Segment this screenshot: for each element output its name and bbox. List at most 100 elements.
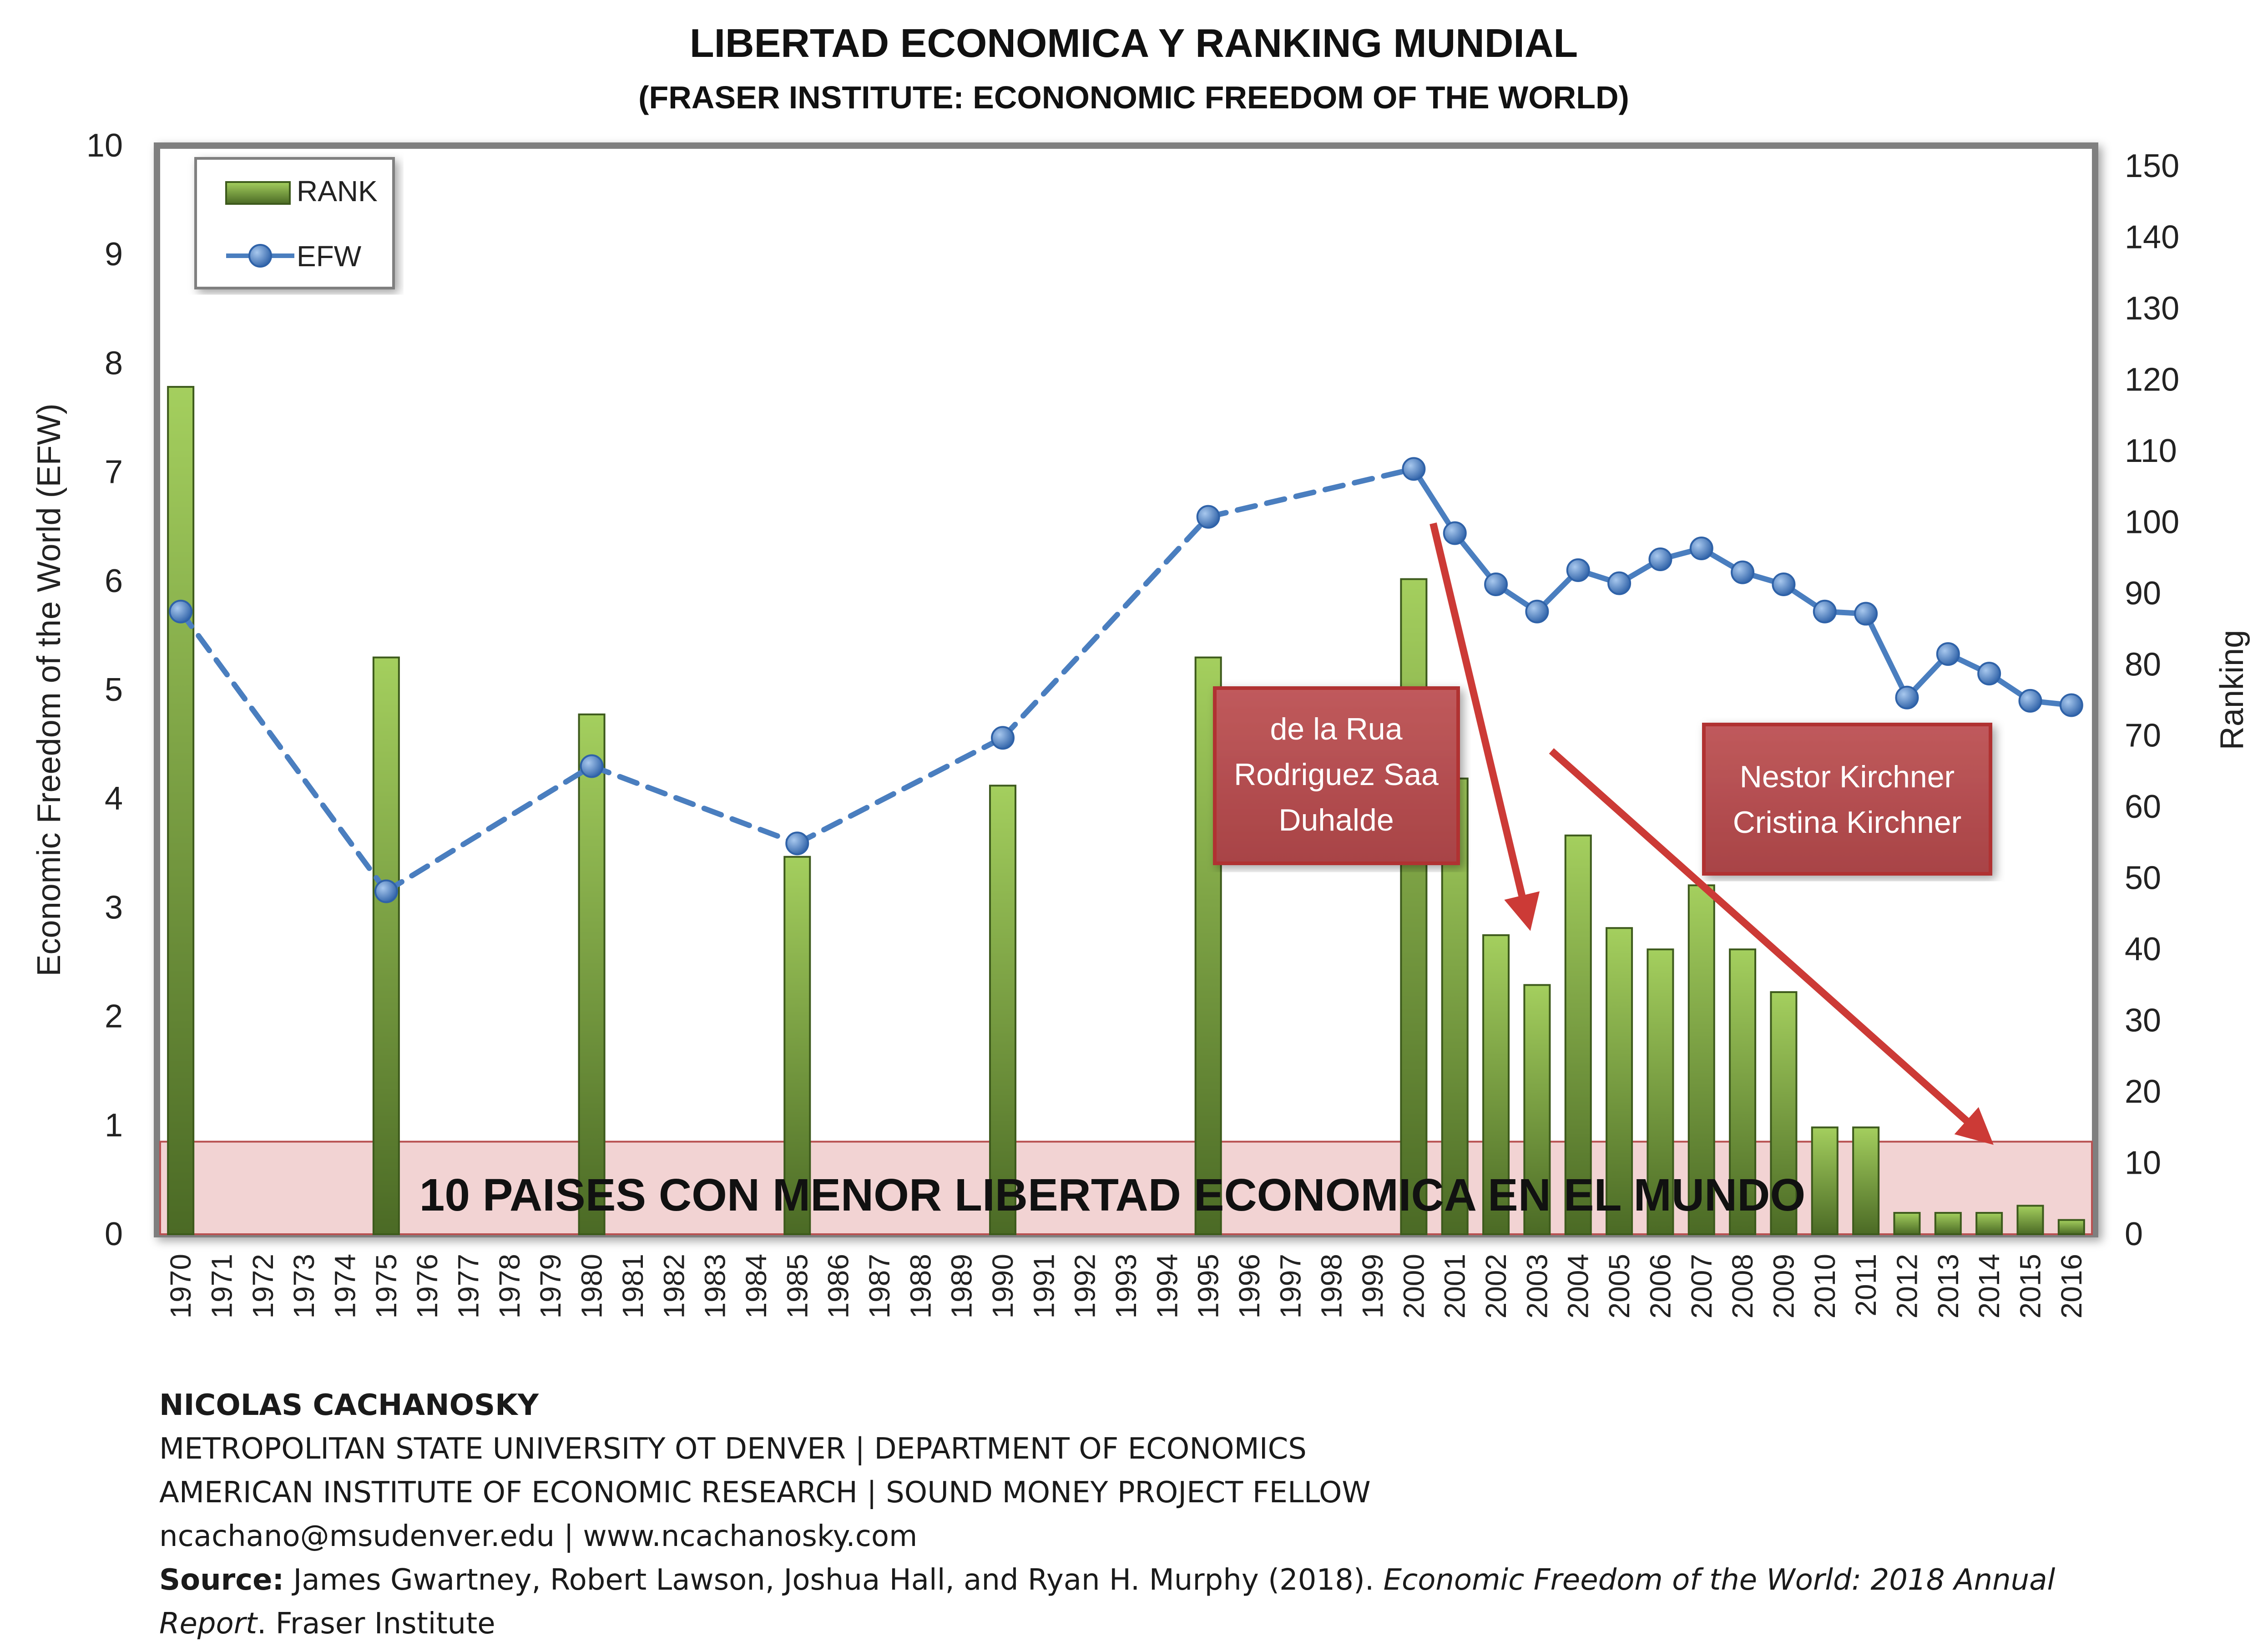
x-tick-label: 1984 [740,1254,773,1318]
bar-rank-2015 [2016,1205,2044,1235]
legend-rank-label: RANK [297,175,378,208]
right-axis-label: Ranking [2214,630,2250,750]
bar-rank-2003 [1523,984,1551,1236]
x-tick-label: 2012 [1890,1254,1923,1318]
bar-rank-1985 [783,856,811,1235]
annotation-dlr-line-1: de la Rua [1270,712,1402,746]
efw-point-1985 [785,831,809,856]
efw-point-2010 [1813,599,1837,623]
x-tick-label: 2007 [1685,1254,1718,1318]
x-tick-label: 1995 [1192,1254,1225,1318]
left-tick-label: 3 [105,889,123,926]
left-tick-label: 2 [105,998,123,1035]
efw-point-2002 [1484,572,1508,596]
right-tick-label: 120 [2125,361,2179,398]
x-tick-label: 1980 [576,1254,608,1318]
right-tick-label: 150 [2125,148,2179,184]
x-tick-label: 2004 [1562,1254,1595,1318]
right-tick-label: 40 [2125,931,2161,968]
x-tick-label: 2015 [2014,1254,2046,1318]
efw-point-2001 [1443,521,1467,545]
efw-point-2009 [1772,572,1796,596]
credits-line-2: AMERICAN INSTITUTE OF ECONOMIC RESEARCH … [159,1476,1371,1510]
x-tick-label: 1975 [370,1254,403,1318]
x-tick-label: 2001 [1439,1254,1471,1318]
x-tick-label: 1989 [945,1254,978,1318]
x-tick-label: 1999 [1356,1254,1389,1318]
right-tick-label: 100 [2125,504,2179,540]
annotation-dlr-line-2: Rodriguez Saa [1234,757,1439,792]
bar-rank-2004 [1564,834,1592,1235]
bar-rank-2013 [1934,1212,1962,1236]
efw-point-2007 [1689,537,1713,561]
efw-point-1980 [580,754,604,778]
left-tick-label: 10 [86,127,123,164]
efw-point-1970 [169,599,193,623]
x-tick-label: 2016 [2055,1254,2088,1318]
x-tick-label: 1996 [1233,1254,1266,1318]
x-tick-label: 1990 [986,1254,1019,1318]
annotation-kirchner-line-1: Nestor Kirchner [1740,760,1955,794]
arrow-decline-2004 [1549,748,1994,1145]
x-tick-label: 2006 [1644,1254,1677,1318]
band-label: 10 PAISES CON MENOR LIBERTAD ECONOMICA E… [419,1170,1806,1221]
efw-segment [794,735,1005,846]
efw-segment [589,763,800,846]
efw-segment [1863,611,1910,700]
x-tick-label: 1982 [657,1254,690,1318]
left-tick-label: 7 [105,454,123,491]
credits-source: Source: James Gwartney, Robert Lawson, J… [159,1558,2161,1646]
credits-source-text: James Gwartney, Robert Lawson, Joshua Ha… [284,1563,1384,1597]
bar-rank-2006 [1647,948,1674,1235]
right-tick-label: 70 [2125,718,2161,754]
legend-efw-label: EFW [297,240,362,273]
legend: RANK EFW [194,157,395,289]
bar-rank-2007 [1687,884,1715,1235]
efw-point-1975 [374,879,398,903]
annotation-kirchner: Nestor Kirchner Cristina Kirchner [1702,723,1992,876]
x-tick-label: 1979 [534,1254,567,1318]
x-tick-label: 1970 [164,1254,197,1318]
x-tick-label: 2013 [1932,1254,1965,1318]
left-tick-label: 1 [105,1107,123,1144]
credits-line-1: METROPOLITAN STATE UNIVERSITY OT DENVER … [159,1432,1307,1466]
right-tick-label: 60 [2125,789,2161,825]
annotation-kirchner-line-2: Cristina Kirchner [1733,805,1962,840]
bar-rank-1990 [989,785,1016,1235]
bar-rank-2002 [1482,934,1510,1236]
arrow-decline-2000 [1429,522,1540,931]
credits: NICOLAS CACHANOSKY METROPOLITAN STATE UN… [159,1383,2161,1646]
efw-segment [383,763,595,894]
efw-line-group [169,457,2083,903]
efw-segment [178,608,389,894]
x-tick-label: 2010 [1808,1254,1841,1318]
left-tick-label: 6 [105,563,123,599]
credits-source-title: Economic Freedom of the World: 2018 Annu… [159,1563,2056,1641]
x-tick-label: 1987 [863,1254,896,1318]
left-tick-label: 8 [105,345,123,381]
bottom-band [159,1140,2093,1235]
right-tick-label: 80 [2125,646,2161,683]
chart-subtitle: (FRASER INSTITUTE: ECONONOMIC FREEDOM OF… [638,80,1629,115]
x-tick-label: 1971 [206,1254,238,1318]
bar-rank-2008 [1729,948,1757,1235]
bar-rank-2016 [2057,1219,2085,1236]
efw-point-1990 [990,726,1015,750]
x-tick-label: 2011 [1849,1254,1882,1317]
efw-point-2011 [1854,602,1878,626]
chart-title: LIBERTAD ECONOMICA Y RANKING MUNDIAL [690,20,1578,66]
efw-point-2000 [1402,457,1426,481]
left-tick-label: 4 [105,780,123,817]
bar-rank-2014 [1975,1212,2003,1236]
x-tick-label: 1974 [329,1254,362,1318]
bar-rank-1975 [372,656,400,1235]
x-tick-label: 1972 [247,1254,279,1318]
credits-source-label: Source: [159,1563,284,1597]
efw-point-2013 [1936,642,1960,666]
left-tick-label: 0 [105,1216,123,1252]
bar-rank-2005 [1606,927,1633,1235]
x-tick-label: 2009 [1767,1254,1800,1318]
left-axis-label: Economic Freedom of the World (EFW) [31,403,67,976]
x-tick-label: 1997 [1274,1254,1307,1318]
